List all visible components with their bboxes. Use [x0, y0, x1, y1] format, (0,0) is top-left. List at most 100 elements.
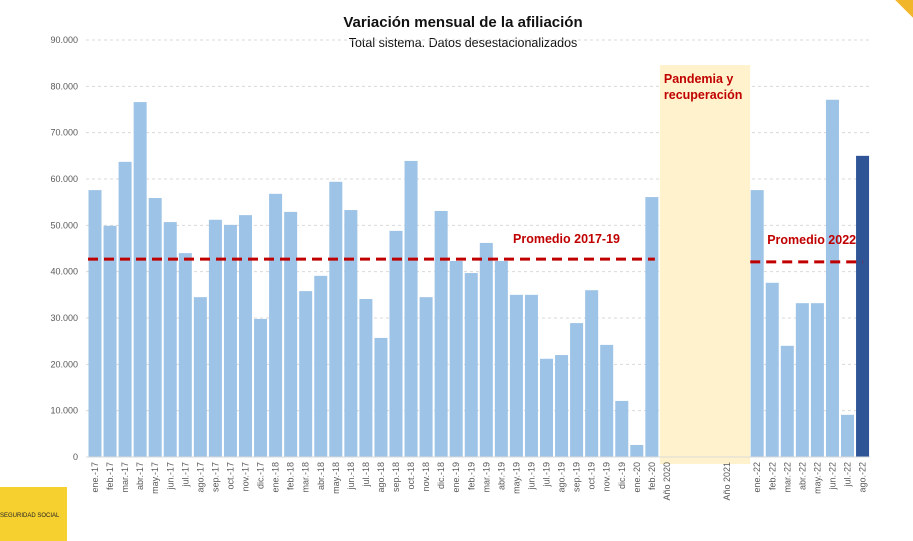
- x-tick-label: jul.-17: [180, 462, 190, 488]
- bar: [118, 161, 132, 457]
- x-tick-label: ene.-20: [632, 462, 642, 493]
- x-tick-label: mar.-17: [120, 462, 130, 493]
- y-tick-label: 40.000: [50, 267, 78, 277]
- y-tick-label: 50.000: [50, 220, 78, 230]
- bar: [615, 400, 629, 457]
- x-tick-label: nov.-19: [602, 462, 612, 491]
- bar: [600, 344, 614, 457]
- x-tick-label: abr.-22: [797, 462, 807, 490]
- x-tick-label: nov.-18: [421, 462, 431, 491]
- x-tick-label: nov.-17: [241, 462, 251, 491]
- y-tick-label: 60.000: [50, 174, 78, 184]
- y-tick-label: 90.000: [50, 35, 78, 45]
- bar: [269, 193, 283, 457]
- average-label: Promedio 2017-19: [513, 232, 620, 246]
- x-tick-label: feb.-22: [767, 462, 777, 490]
- x-tick-label: jul.-19: [542, 462, 552, 488]
- bar: [555, 355, 569, 457]
- bar: [193, 297, 207, 457]
- x-tick-label: oct.-17: [225, 462, 235, 490]
- y-tick-label: 10.000: [50, 406, 78, 416]
- x-tick-label: dic.-19: [617, 462, 627, 489]
- x-tick-label: may.-17: [150, 462, 160, 494]
- bar: [509, 294, 523, 457]
- x-tick-label: feb.-20: [647, 462, 657, 490]
- x-tick-label: ago.-19: [557, 462, 567, 493]
- x-tick-label: dic.-18: [436, 462, 446, 489]
- bar: [148, 197, 162, 457]
- x-tick-label: abr.-17: [135, 462, 145, 490]
- bar: [344, 210, 358, 457]
- chart-title: Variación mensual de la afiliación: [343, 14, 583, 31]
- x-tick-label: feb.-19: [466, 462, 476, 490]
- bar: [825, 99, 839, 458]
- x-tick-label: sep.-18: [391, 462, 401, 492]
- bar: [254, 318, 268, 457]
- x-tick-label: abr.-18: [316, 462, 326, 490]
- y-tick-label: 80.000: [50, 81, 78, 91]
- bar: [630, 444, 644, 457]
- x-tick-label: mar.-22: [782, 462, 792, 493]
- x-tick-label: ago.-18: [376, 462, 386, 493]
- y-tick-label: 70.000: [50, 128, 78, 138]
- bar: [449, 261, 463, 457]
- bar: [103, 225, 117, 457]
- bar: [750, 190, 764, 457]
- bar: [389, 230, 403, 457]
- bar: [133, 102, 147, 457]
- x-tick-label: jul.-22: [843, 462, 853, 488]
- bar: [494, 261, 508, 457]
- x-tick-label: ene.-17: [90, 462, 100, 493]
- bar: [780, 345, 794, 457]
- bar: [163, 222, 177, 457]
- band-label: recuperación: [664, 88, 743, 102]
- average-label: Promedio 2022: [767, 233, 856, 247]
- x-tick-label: Año 2021: [722, 462, 732, 501]
- bar: [524, 294, 538, 457]
- x-tick-label: oct.-18: [406, 462, 416, 490]
- x-tick-label: Año 2020: [662, 462, 672, 501]
- x-tick-label: sep.-17: [210, 462, 220, 492]
- bar: [795, 303, 809, 457]
- bar: [585, 290, 599, 457]
- bar: [404, 160, 418, 457]
- x-tick-label: jul.-18: [361, 462, 371, 488]
- bar: [645, 197, 659, 457]
- bar: [765, 282, 779, 457]
- bar: [540, 358, 553, 457]
- bar: [810, 303, 824, 457]
- bar: [88, 190, 102, 457]
- bar: [464, 273, 478, 457]
- x-tick-label: abr.-19: [496, 462, 506, 490]
- bar: [570, 323, 584, 457]
- bar: [299, 291, 313, 457]
- bar: [856, 155, 870, 458]
- bar: [434, 210, 448, 457]
- y-tick-label: 0: [73, 452, 78, 462]
- logo-text: SEGURIDAD SOCIAL: [0, 513, 60, 519]
- x-tick-label: sep.-19: [572, 462, 582, 492]
- bar: [329, 181, 343, 457]
- bar: [314, 275, 328, 457]
- x-tick-label: ago.-22: [858, 462, 868, 493]
- bar: [419, 297, 433, 457]
- pandemic-band: [659, 65, 751, 464]
- bar: [208, 219, 222, 457]
- x-tick-label: jun.-22: [827, 462, 837, 491]
- x-tick-label: ene.-19: [451, 462, 461, 493]
- bar: [223, 224, 237, 457]
- bar: [841, 414, 854, 457]
- x-tick-label: jun.-17: [165, 462, 175, 491]
- logo: SEGURIDAD SOCIAL: [0, 487, 67, 541]
- x-tick-label: ene.-18: [271, 462, 281, 493]
- x-tick-label: oct.-19: [587, 462, 597, 490]
- bar: [178, 253, 192, 457]
- x-tick-label: may.-19: [511, 462, 521, 494]
- x-tick-label: may.-22: [812, 462, 822, 494]
- bar: [284, 211, 298, 457]
- x-tick-label: ene.-22: [752, 462, 762, 493]
- x-tick-label: jun.-19: [526, 462, 536, 491]
- bar: [479, 242, 493, 457]
- x-tick-label: dic.-17: [256, 462, 266, 489]
